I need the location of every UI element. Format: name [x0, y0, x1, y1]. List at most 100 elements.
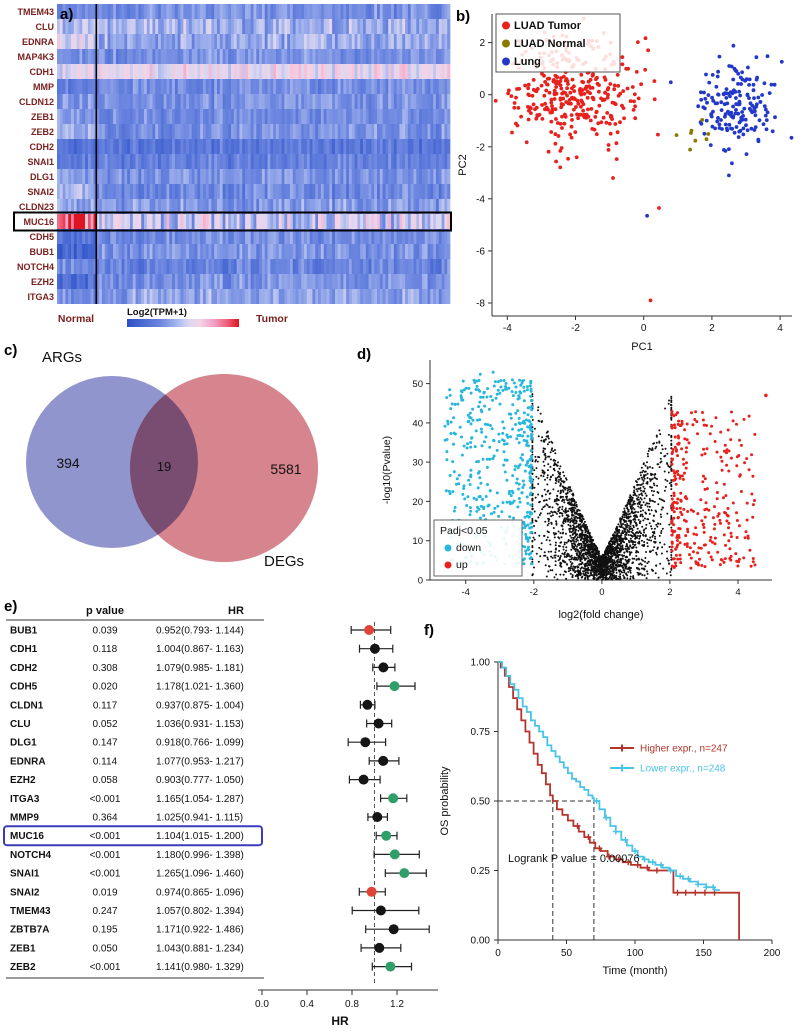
pca-legend-label: Lung — [514, 56, 541, 68]
forest-hr-ci: 1.165(1.054- 1.287) — [156, 794, 244, 805]
forest-axis-tick-label: 0.0 — [255, 999, 269, 1010]
forest-gene-label: DLG1 — [10, 738, 37, 749]
forest-hr-ci: 1.077(0.953- 1.217) — [156, 756, 244, 767]
forest-hr-ci: 0.974(0.865- 1.096) — [156, 887, 244, 898]
km-x-tick-label: 0 — [495, 948, 501, 959]
forest-pvalue: 0.058 — [92, 775, 117, 786]
forest-hr-ci: 1.004(0.867- 1.163) — [156, 644, 244, 655]
forest-rows: BUB1 0.039 0.952(0.793- 1.144) CDH1 0.118 1.0… — [10, 625, 430, 973]
volcano-y-tick-label: 20 — [412, 497, 423, 508]
gene-label: MAP4K3 — [17, 52, 54, 62]
tumor-group-label: Tumor — [256, 313, 288, 325]
volcano-y-tick-label: 0 — [418, 576, 423, 587]
panel-forest-plot: p value HR BUB1 0.039 0.952(0.793- 1.144) CDH… — [0, 598, 465, 1032]
venn-right-set-label: DEGs — [264, 553, 304, 570]
pca-legend: LUAD Tumor LUAD Normal Lung — [495, 13, 621, 73]
forest-hr-ci: 0.952(0.793- 1.144) — [156, 626, 244, 637]
forest-svg: p value HR BUB1 0.039 0.952(0.793- 1.144) CDH… — [3, 605, 438, 1028]
forest-hr-ci: 1.057(0.802- 1.394) — [156, 906, 244, 917]
forest-pvalue: <0.001 — [90, 850, 121, 861]
panel-pca-scatter: 2 0 -2 -4 -6 -8 -4 -2 0 2 4 PC2 PC1 LUAD Tumor LUAD No… — [452, 0, 800, 358]
forest-pvalue: 0.147 — [92, 738, 117, 749]
forest-gene-label: ZBTB7A — [10, 925, 49, 936]
forest-hr-ci: 1.025(0.941- 1.115) — [156, 813, 243, 824]
forest-gene-label: MMP9 — [10, 813, 39, 824]
gene-label: SNAI1 — [27, 157, 54, 167]
forest-pvalue: <0.001 — [90, 869, 121, 880]
forest-hr-ci: 1.180(0.996- 1.398) — [156, 850, 244, 861]
forest-hr-ci: 1.141(0.980- 1.329) — [156, 962, 244, 973]
venn-intersection-count: 19 — [157, 459, 171, 474]
forest-gene-label: ITGA3 — [10, 794, 40, 805]
forest-pvalue: 0.308 — [92, 663, 117, 674]
pca-y-tick-label: -8 — [476, 298, 485, 309]
gene-label: CDH2 — [29, 142, 54, 152]
forest-hr-ci: 1.178(1.021- 1.360) — [156, 682, 244, 693]
gene-label: CLDN23 — [19, 202, 54, 212]
forest-pvalue: 0.364 — [92, 813, 117, 824]
panel-b-letter: b) — [456, 8, 471, 25]
km-censor-marks — [593, 798, 717, 891]
pca-y-tick-label: 2 — [479, 38, 485, 49]
forest-pvalue: 0.020 — [92, 682, 117, 693]
forest-gene-label: CLU — [10, 719, 31, 730]
forest-col-header-hr: HR — [228, 605, 244, 617]
km-curve — [498, 661, 740, 940]
panel-c-letter: c) — [4, 342, 18, 359]
km-legend-label: Higher expr., n=247 — [640, 744, 728, 755]
forest-pvalue: <0.001 — [90, 794, 121, 805]
km-x-axis-label: Time (month) — [603, 965, 668, 977]
heatmap-gene-labels: TMEM43 CLU EDNRA MAP4K3 CDH1 MMP CLDN12 ZEB1 ZEB… — [17, 7, 55, 302]
venn-left-count: 394 — [56, 455, 80, 471]
gene-label: SNAI2 — [27, 187, 54, 197]
km-y-tick-label: 0.00 — [471, 936, 491, 947]
volcano-axes: 0 10 20 30 40 50 -4 -2 0 2 4 — [412, 360, 772, 598]
pca-legend-label: LUAD Normal — [514, 38, 586, 50]
forest-gene-label: MUC16 — [10, 831, 44, 842]
forest-hr-ci: 1.104(1.015- 1.200) — [156, 831, 244, 842]
gene-label: CLDN12 — [19, 97, 54, 107]
forest-highlighted-row-box — [3, 825, 263, 847]
volcano-svg: 0 10 20 30 40 50 -4 -2 0 2 4 -log10(Pvalue) log2(fol… — [381, 360, 772, 621]
panel-volcano-plot: 0 10 20 30 40 50 -4 -2 0 2 4 -log10(Pvalue) log2(fol… — [360, 338, 800, 630]
km-svg: 1.00 0.75 0.50 0.25 0.00 0 50 100 150 200 OS proba… — [439, 658, 781, 978]
gene-label: ZEB1 — [31, 112, 54, 122]
pca-y-tick-label: -2 — [476, 142, 485, 153]
forest-gene-label: ZEB2 — [10, 962, 36, 973]
gene-label: CDH5 — [29, 232, 54, 242]
forest-pvalue: 0.039 — [92, 626, 117, 637]
forest-pvalue: 0.052 — [92, 719, 117, 730]
forest-hr-ci: 1.171(0.922- 1.486) — [156, 925, 244, 936]
volcano-x-tick-label: 2 — [667, 587, 672, 598]
forest-pvalue: 0.114 — [93, 756, 118, 767]
gene-label: BUB1 — [29, 247, 54, 257]
forest-pvalue: 0.195 — [92, 925, 117, 936]
km-x-tick-label: 200 — [764, 948, 781, 959]
forest-hr-ci: 1.043(0.881- 1.234) — [156, 943, 244, 954]
forest-axis-label: HR — [331, 1014, 349, 1028]
forest-gene-label: CLDN1 — [10, 700, 44, 711]
forest-axis: 0.0 0.4 0.8 1.2 — [255, 989, 438, 1010]
venn-left-set-label: ARGs — [42, 349, 82, 366]
km-legend: Higher expr., n=247 Lower expr., n=248 — [610, 744, 728, 775]
highlighted-gene-box — [13, 211, 452, 232]
panel-heatmap: TMEM43 CLU EDNRA MAP4K3 CDH1 MMP CLDN12 ZEB1 ZEB… — [0, 0, 452, 338]
forest-pvalue: 0.247 — [92, 906, 117, 917]
forest-gene-label: TMEM43 — [10, 906, 51, 917]
heatmap-cells — [57, 4, 451, 304]
forest-hr-ci: 0.903(0.777- 1.050) — [156, 775, 244, 786]
forest-gene-label: EDNRA — [10, 756, 46, 767]
volcano-y-tick-label: 40 — [412, 418, 423, 429]
panel-d-letter: d) — [357, 346, 372, 363]
forest-gene-label: CDH1 — [10, 644, 38, 655]
colorbar-gradient — [127, 319, 239, 327]
gene-label: EZH2 — [31, 277, 54, 287]
km-y-tick-label: 0.50 — [471, 797, 491, 808]
volcano-y-tick-label: 10 — [412, 536, 423, 547]
pca-svg: 2 0 -2 -4 -6 -8 -4 -2 0 2 4 PC2 PC1 LUAD Tumor LUAD No… — [457, 13, 794, 353]
volcano-legend: Padj<0.05 down up — [433, 519, 523, 577]
forest-hr-ci: 0.918(0.766- 1.099) — [156, 738, 244, 749]
pca-x-tick-label: -2 — [571, 323, 580, 334]
panel-a-letter: a) — [60, 6, 74, 23]
volcano-y-axis-label: -log10(Pvalue) — [381, 436, 393, 504]
